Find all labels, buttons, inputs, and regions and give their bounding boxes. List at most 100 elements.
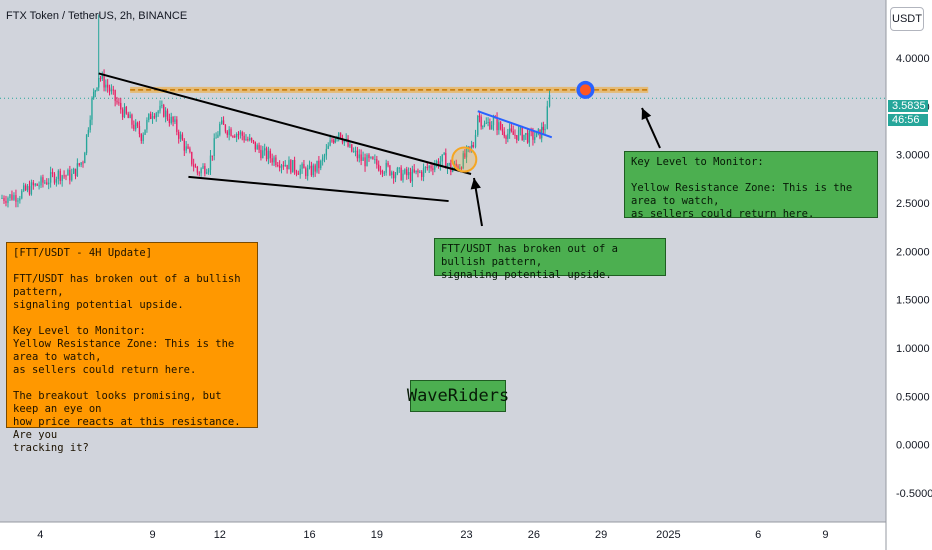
candle-body — [72, 168, 75, 174]
candle-body — [23, 185, 25, 191]
candle-body — [332, 140, 335, 143]
candle-body — [228, 129, 230, 135]
price-axis-area — [886, 0, 932, 550]
candle-body — [157, 111, 159, 114]
candle-body — [7, 198, 9, 203]
candle-body — [421, 171, 423, 177]
candle-body — [517, 130, 520, 140]
breakout-note: FTT/USDT has broken out of a bullish pat… — [434, 238, 666, 281]
candle-body — [15, 195, 17, 202]
candle-body — [542, 126, 545, 131]
candle-body — [374, 159, 376, 161]
y-tick-label: 0.5000 — [896, 391, 930, 403]
candle-body — [297, 173, 299, 175]
candle-body — [245, 139, 247, 141]
candle-body — [159, 105, 161, 112]
candle-body — [250, 137, 253, 141]
candle-body — [280, 165, 283, 168]
candle-body — [206, 172, 208, 174]
candle-body — [398, 167, 400, 169]
candle-body — [292, 160, 294, 173]
candle-body — [234, 136, 236, 138]
candle-body — [465, 148, 468, 158]
candle-body — [532, 131, 534, 140]
candle-body — [443, 153, 445, 155]
candle-body — [49, 172, 52, 183]
candle-body — [512, 131, 514, 135]
candle-body — [487, 121, 489, 123]
candle-body — [74, 168, 77, 177]
candle-body — [277, 165, 279, 167]
candle-body — [262, 150, 264, 158]
candle-body — [303, 164, 305, 169]
candle-body — [105, 84, 107, 88]
candle-body — [163, 105, 165, 117]
blue-trendline — [477, 110, 553, 139]
candle-body — [523, 134, 525, 140]
candle-body — [151, 116, 154, 119]
candle-body — [474, 134, 477, 148]
update-note-outlook: The breakout looks promising, but keep a… — [13, 390, 241, 454]
candle-body — [138, 126, 141, 135]
candle-body — [189, 148, 191, 152]
candle-body — [273, 157, 275, 163]
candle-body — [144, 129, 146, 135]
candle-body — [71, 173, 73, 181]
update-note: [FTT/USDT - 4H Update] FTT/USDT has broke… — [6, 242, 258, 454]
candle-body — [168, 119, 171, 124]
currency-unit-button[interactable]: USDT — [890, 7, 924, 31]
candle-body — [372, 156, 374, 160]
candle-body — [477, 116, 479, 135]
candle-body — [142, 134, 144, 141]
candle-body — [394, 174, 397, 179]
candle-body — [413, 169, 415, 173]
candle-body — [237, 134, 240, 136]
key-level-arrow-head — [641, 108, 652, 120]
target-marker-inner — [579, 84, 591, 96]
candle-body — [392, 172, 395, 179]
candle-body — [213, 138, 215, 156]
candle-body — [17, 200, 19, 202]
candle-body — [258, 145, 260, 150]
candle-body — [544, 128, 546, 131]
candle-body — [402, 173, 404, 181]
candle-body — [176, 119, 178, 132]
candle-body — [191, 151, 193, 165]
candle-body — [172, 116, 174, 123]
candle-body — [40, 177, 42, 186]
candle-body — [44, 182, 46, 184]
candle-body — [57, 170, 59, 179]
candle-body — [308, 165, 311, 169]
candle-body — [48, 182, 50, 185]
candle-body — [11, 194, 13, 200]
candle-body — [507, 133, 509, 139]
candle-body — [417, 170, 419, 173]
candle-body — [146, 119, 148, 130]
candle-body — [209, 155, 212, 170]
candle-body — [505, 136, 507, 139]
candle-body — [459, 167, 461, 169]
candle-body — [343, 140, 345, 143]
candle-body — [325, 148, 328, 156]
candle-body — [94, 90, 96, 93]
candle-body — [110, 89, 113, 92]
candle-body — [53, 173, 56, 183]
candle-body — [525, 133, 527, 135]
candle-body — [271, 158, 273, 163]
candle-body — [435, 161, 438, 165]
candle-body — [120, 102, 122, 110]
candle-body — [462, 153, 464, 169]
candle-body — [55, 178, 58, 183]
candle-body — [482, 126, 484, 128]
candle-body — [161, 105, 163, 107]
candle-body — [67, 170, 69, 176]
x-tick-label: 12 — [214, 529, 226, 541]
candle-body — [215, 137, 217, 139]
candle-body — [239, 132, 242, 135]
candle-body — [265, 148, 268, 160]
waveriders-brand-label: WaveRiders — [407, 380, 509, 412]
candle-body — [87, 129, 90, 135]
candle-body — [241, 132, 243, 136]
x-tick-label: 6 — [755, 529, 761, 541]
candle-body — [537, 129, 539, 131]
